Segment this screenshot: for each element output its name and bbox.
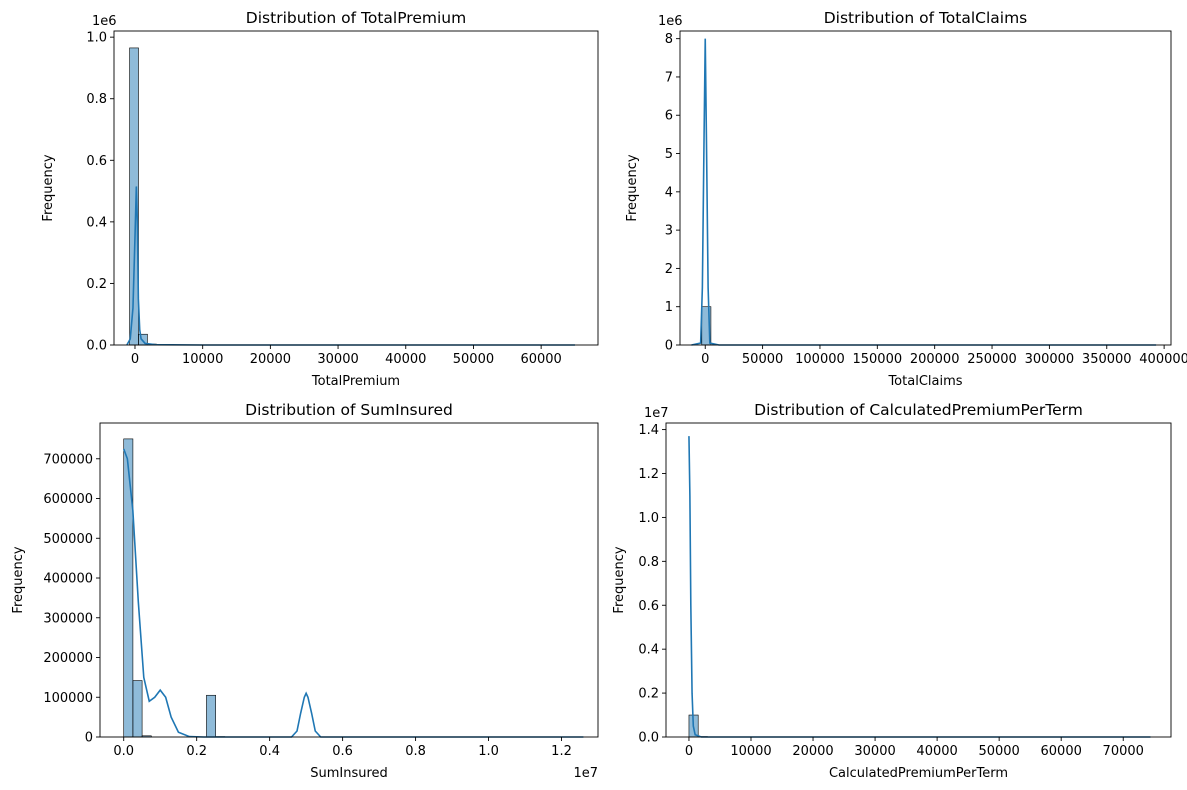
- y-tick-label: 1.0: [86, 31, 107, 46]
- y-tick-label: 600000: [43, 492, 93, 507]
- y-tick-label: 1.2: [638, 467, 659, 482]
- y-tick-label: 0.8: [86, 92, 107, 107]
- y-tick-label: 7: [665, 70, 673, 85]
- x-tick-label: 20000: [250, 352, 291, 367]
- subplot-totalclaims: 0 50000 100000 150000 200000 250000 300000 3500…: [625, 9, 1187, 389]
- x-tick-label: 10000: [730, 744, 771, 759]
- histogram-bar: [132, 680, 143, 738]
- x-tick-label: 0.2: [186, 744, 207, 759]
- y-tick-label: 3: [665, 224, 673, 239]
- y-tick-label: 1.0: [638, 511, 659, 526]
- subplot-totalpremium: 0 10000 20000 30000 40000 50000 60000 0.0 0.2 0.4…: [41, 9, 599, 389]
- x-tick-label: 40000: [385, 352, 426, 367]
- chart-title: Distribution of TotalClaims: [824, 9, 1028, 27]
- x-tick-label: 60000: [520, 352, 561, 367]
- x-offset-label: 1e7: [573, 766, 598, 781]
- y-axis-label: Frequency: [625, 154, 640, 221]
- histogram-bar: [123, 438, 134, 738]
- y-offset-label: 1e6: [658, 14, 683, 29]
- kde-line: [691, 38, 1157, 346]
- y-axis-label: Frequency: [612, 546, 627, 613]
- y-offset-label: 1e6: [92, 14, 117, 29]
- y-tick-label: 5: [665, 147, 673, 162]
- x-tick-label: 60000: [1041, 744, 1082, 759]
- y-tick-label: 6: [665, 109, 673, 124]
- x-tick-label: 40000: [916, 744, 957, 759]
- subplot-suminsured: 0.0 0.2 0.4 0.6 0.8 1.0 1.2 0 100000 200000 300000…: [11, 401, 599, 781]
- x-tick-label: 20000: [792, 744, 833, 759]
- x-tick-label: 100000: [795, 352, 845, 367]
- y-tick-label: 4: [665, 185, 673, 200]
- histogram-bar: [206, 694, 216, 738]
- x-axis-label: CalculatedPremiumPerTerm: [829, 766, 1008, 781]
- y-tick-label: 0.0: [638, 731, 659, 746]
- y-tick-label: 1.4: [638, 423, 659, 438]
- x-axis-label: SumInsured: [310, 766, 388, 781]
- y-tick-label: 1: [665, 300, 673, 315]
- y-tick-label: 0.6: [638, 599, 659, 614]
- y-axis-label: Frequency: [11, 546, 26, 613]
- x-tick-label: 200000: [910, 352, 960, 367]
- y-tick-label: 8: [665, 32, 673, 47]
- x-tick-label: 50000: [453, 352, 494, 367]
- kde-line: [688, 436, 1151, 738]
- y-tick-label: 300000: [43, 611, 93, 626]
- histogram-bars: [701, 306, 721, 346]
- y-tick-label: 0.6: [86, 154, 107, 169]
- histogram-bars: [688, 714, 708, 738]
- x-tick-label: 0.4: [259, 744, 280, 759]
- y-tick-label: 0.0: [86, 339, 107, 354]
- x-axis-label: TotalPremium: [311, 374, 400, 389]
- y-tick-label: 0.8: [638, 555, 659, 570]
- x-tick-label: 400000: [1139, 352, 1187, 367]
- y-axis-label: Frequency: [41, 154, 56, 221]
- axes-frame: [113, 30, 599, 346]
- kde-line: [122, 448, 584, 738]
- x-tick-label: 350000: [1082, 352, 1132, 367]
- y-tick-label: 0.4: [638, 643, 659, 658]
- axes-frame: [99, 422, 599, 738]
- y-tick-label: 0.2: [638, 687, 659, 702]
- axes-frame: [665, 422, 1172, 738]
- chart-title: Distribution of TotalPremium: [246, 9, 466, 27]
- x-tick-label: 1.2: [551, 744, 572, 759]
- x-tick-label: 30000: [317, 352, 358, 367]
- x-tick-label: 0.0: [113, 744, 134, 759]
- y-tick-label: 200000: [43, 651, 93, 666]
- x-tick-label: 50000: [978, 744, 1019, 759]
- histogram-bars: [123, 438, 226, 738]
- axes-frame: [679, 30, 1172, 346]
- y-tick-label: 0: [85, 731, 93, 746]
- y-tick-label: 500000: [43, 532, 93, 547]
- y-tick-label: 700000: [43, 452, 93, 467]
- x-tick-label: 250000: [967, 352, 1017, 367]
- x-tick-label: 300000: [1025, 352, 1075, 367]
- x-tick-label: 30000: [854, 744, 895, 759]
- y-tick-label: 400000: [43, 572, 93, 587]
- x-tick-label: 0: [685, 744, 693, 759]
- chart-title: Distribution of CalculatedPremiumPerTerm: [754, 401, 1083, 419]
- x-tick-label: 0: [131, 352, 139, 367]
- x-tick-label: 0.8: [405, 744, 426, 759]
- kde-line: [126, 186, 575, 346]
- x-tick-label: 50000: [742, 352, 783, 367]
- x-tick-label: 70000: [1103, 744, 1144, 759]
- x-tick-label: 0.6: [332, 744, 353, 759]
- histogram-bars: [129, 47, 166, 346]
- subplot-calculatedpremiumperterm: 0 10000 20000 30000 40000 50000 60000 70000 0.0 0…: [612, 401, 1172, 781]
- y-offset-label: 1e7: [644, 406, 669, 421]
- x-axis-label: TotalClaims: [887, 374, 962, 389]
- x-tick-label: 0: [701, 352, 709, 367]
- y-tick-label: 0.2: [86, 277, 107, 292]
- chart-title: Distribution of SumInsured: [245, 401, 453, 419]
- y-tick-label: 100000: [43, 691, 93, 706]
- x-tick-label: 1.0: [478, 744, 499, 759]
- y-tick-label: 0.4: [86, 215, 107, 230]
- x-tick-label: 10000: [182, 352, 223, 367]
- y-tick-label: 2: [665, 262, 673, 277]
- y-tick-label: 0: [665, 339, 673, 354]
- x-tick-label: 150000: [852, 352, 902, 367]
